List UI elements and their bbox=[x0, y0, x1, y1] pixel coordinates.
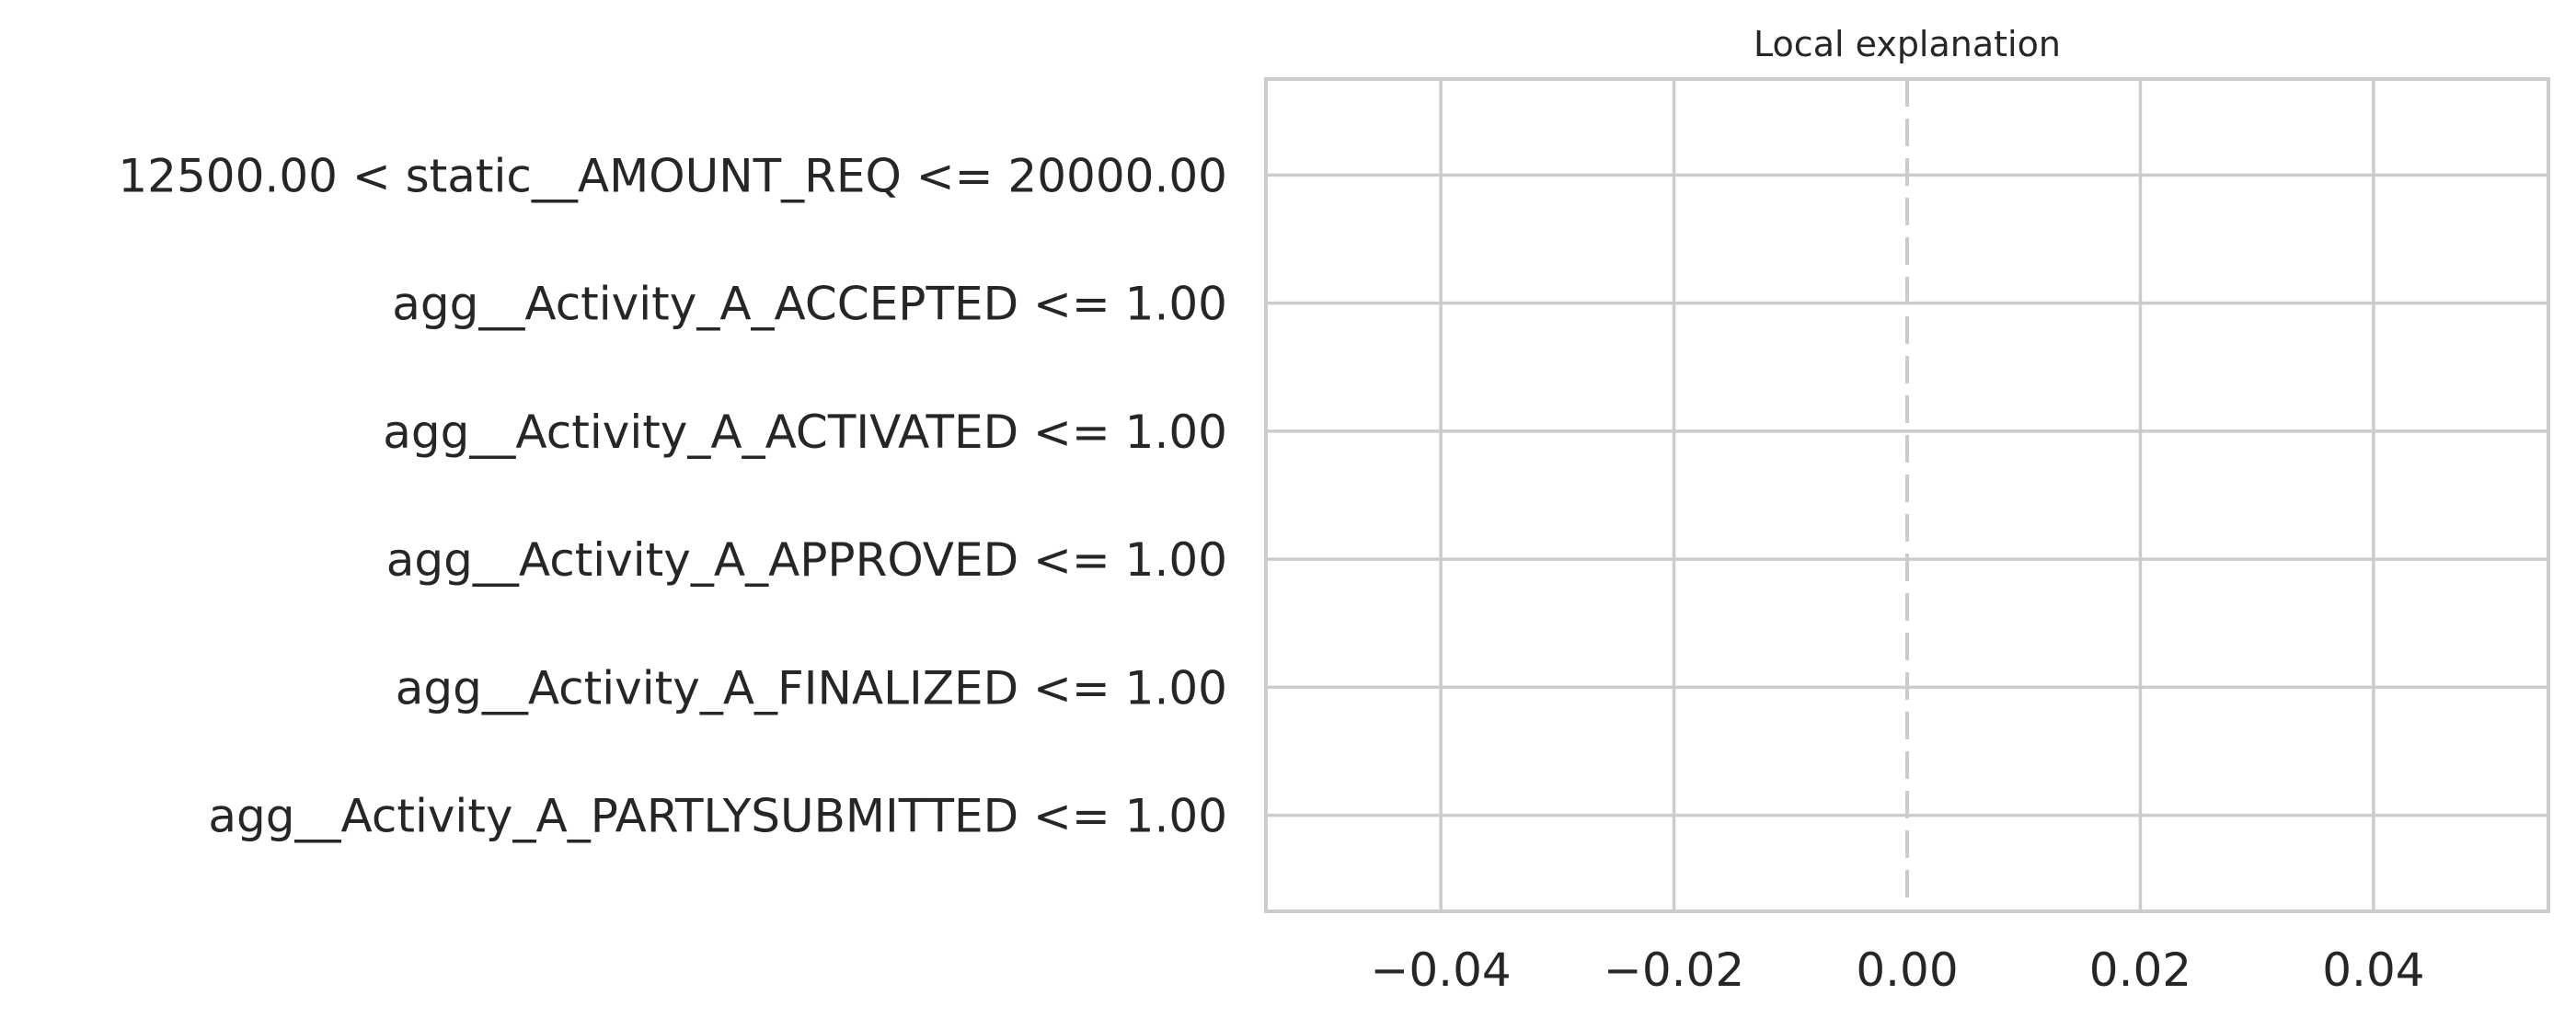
x-tick-label: −0.04 bbox=[1370, 943, 1511, 997]
y-tick-label: agg__Activity_A_ACTIVATED <= 1.00 bbox=[383, 406, 1227, 459]
y-tick-label: agg__Activity_A_FINALIZED <= 1.00 bbox=[396, 661, 1227, 715]
x-tick-labels: −0.04 −0.02 0.00 0.02 0.04 bbox=[1370, 943, 2424, 997]
x-tick-label: 0.02 bbox=[2089, 943, 2191, 997]
x-tick-label: 0.04 bbox=[2322, 943, 2424, 997]
chart-title: Local explanation bbox=[1754, 24, 2061, 64]
y-tick-label: agg__Activity_A_ACCEPTED <= 1.00 bbox=[392, 278, 1227, 331]
x-tick-label: 0.00 bbox=[1856, 943, 1958, 997]
y-tick-label: 12500.00 < static__AMOUNT_REQ <= 20000.0… bbox=[118, 149, 1227, 202]
y-tick-label: agg__Activity_A_PARTLYSUBMITTED <= 1.00 bbox=[208, 790, 1227, 843]
y-tick-label: agg__Activity_A_APPROVED <= 1.00 bbox=[386, 533, 1227, 587]
y-tick-labels: 12500.00 < static__AMOUNT_REQ <= 20000.0… bbox=[118, 149, 1227, 842]
plot-frame bbox=[1264, 77, 2550, 913]
x-tick-label: −0.02 bbox=[1604, 943, 1744, 997]
